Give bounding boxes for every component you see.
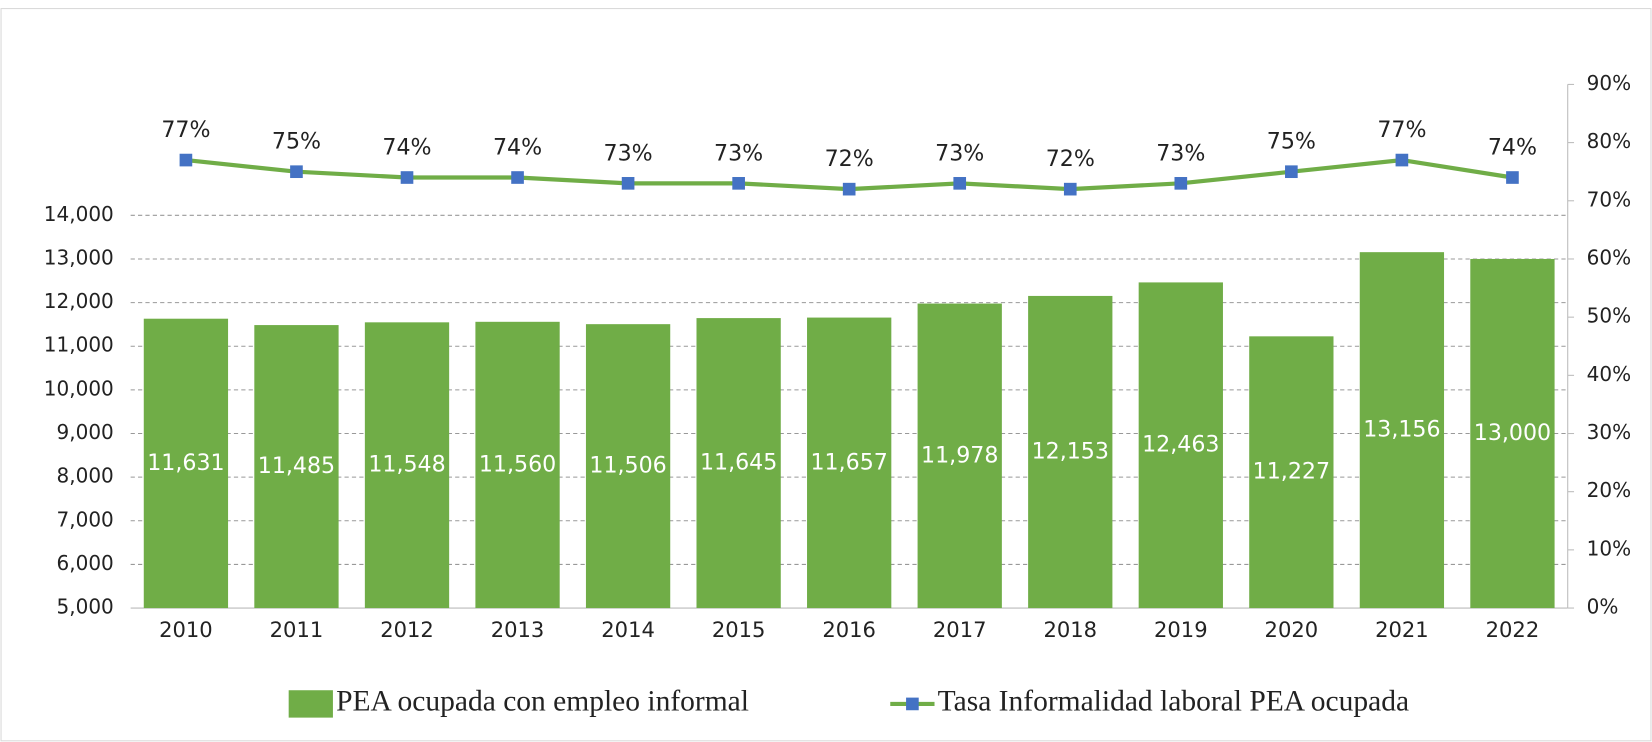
bar [1249, 336, 1334, 609]
y-tick-label: 9,000 [57, 420, 114, 444]
bar-label: 11,548 [368, 452, 445, 478]
bar [475, 321, 560, 609]
line-marker [511, 171, 524, 184]
x-tick-label: 2016 [822, 617, 876, 642]
bar [364, 322, 450, 609]
line-marker [953, 177, 967, 190]
y2-tick-label: 70% [1587, 187, 1631, 211]
x-tick-label: 2011 [270, 617, 324, 642]
x-tick-label: 2022 [1486, 617, 1540, 642]
bar-label: 13,000 [1474, 420, 1551, 446]
bar [585, 324, 671, 609]
y2-tick-label: 0% [1587, 595, 1619, 619]
line-label: 72% [825, 146, 874, 172]
y2-tick-label: 60% [1587, 245, 1631, 269]
legend-swatch [288, 690, 333, 718]
y-tick-label: 11,000 [44, 333, 114, 357]
bar [143, 318, 229, 609]
x-tick-label: 2010 [159, 617, 213, 642]
line-marker [400, 171, 414, 184]
x-tick-label: 2012 [380, 617, 434, 642]
line-label: 73% [935, 140, 984, 166]
y-tick-label: 13,000 [44, 245, 114, 269]
bar-label: 12,153 [1032, 438, 1109, 464]
y-tick-label: 8,000 [57, 464, 114, 488]
bar [807, 317, 892, 609]
y-tick-label: 7,000 [57, 507, 114, 531]
line-label: 74% [1488, 135, 1537, 161]
line-label: 75% [1267, 129, 1316, 155]
y-tick-label: 6,000 [57, 551, 114, 575]
line-marker [1395, 153, 1409, 167]
line-marker [732, 177, 745, 190]
bar [254, 325, 339, 609]
line-label: 73% [604, 140, 653, 166]
y2-tick-label: 10% [1587, 536, 1631, 560]
bar-label: 12,463 [1142, 432, 1219, 458]
bar-label: 11,978 [921, 442, 998, 468]
x-tick-label: 2015 [712, 617, 766, 642]
line-label: 75% [272, 129, 321, 155]
bar [917, 303, 1002, 609]
x-tick-label: 2017 [933, 617, 987, 642]
line-label: 72% [1046, 146, 1095, 172]
x-tick-label: 2014 [601, 617, 655, 642]
bar-label: 11,485 [258, 453, 335, 479]
bar [696, 318, 781, 609]
line-marker [621, 177, 635, 190]
bar-label: 11,645 [700, 450, 777, 476]
line-label: 77% [1377, 117, 1426, 143]
chart-border [0, 8, 1652, 742]
y2-tick-label: 30% [1587, 420, 1631, 444]
y-tick-label: 12,000 [44, 289, 114, 313]
bar [1138, 282, 1223, 609]
y2-tick-label: 20% [1587, 478, 1631, 502]
line-marker [290, 165, 303, 179]
line-label: 73% [1156, 140, 1205, 166]
bar [1028, 295, 1113, 609]
x-tick-label: 2020 [1265, 617, 1319, 642]
line-label: 77% [161, 117, 210, 143]
x-tick-label: 2018 [1043, 617, 1097, 642]
line-marker [1506, 171, 1519, 184]
line-label: 73% [714, 140, 763, 166]
y2-tick-label: 80% [1587, 129, 1631, 153]
bar-label: 11,227 [1253, 459, 1330, 485]
bar-label: 11,657 [810, 449, 887, 475]
line-marker [1063, 182, 1077, 196]
bar-label: 11,506 [589, 453, 666, 479]
y-tick-label: 10,000 [44, 376, 114, 400]
line-label: 74% [493, 135, 542, 161]
y2-tick-label: 40% [1587, 362, 1631, 386]
x-tick-label: 2019 [1154, 617, 1208, 642]
bar [1470, 258, 1555, 609]
line-marker [1174, 177, 1188, 190]
line-marker [179, 153, 193, 167]
legend-label: Tasa Informalidad laboral PEA ocupada [938, 686, 1409, 718]
x-tick-label: 2013 [491, 617, 545, 642]
bar-label: 11,560 [479, 451, 556, 477]
line-marker [1285, 165, 1298, 179]
bar [1359, 252, 1445, 609]
y2-tick-label: 50% [1587, 304, 1631, 328]
y-tick-label: 5,000 [57, 595, 114, 619]
legend-label: PEA ocupada con empleo informal [336, 686, 749, 718]
y-tick-label: 14,000 [44, 202, 114, 226]
bar-label: 11,631 [147, 450, 224, 476]
line-marker [842, 182, 856, 196]
y2-tick-label: 90% [1587, 71, 1631, 95]
legend-marker [906, 697, 919, 711]
bar-label: 13,156 [1363, 417, 1440, 443]
line-label: 74% [382, 135, 431, 161]
x-tick-label: 2021 [1375, 617, 1429, 642]
